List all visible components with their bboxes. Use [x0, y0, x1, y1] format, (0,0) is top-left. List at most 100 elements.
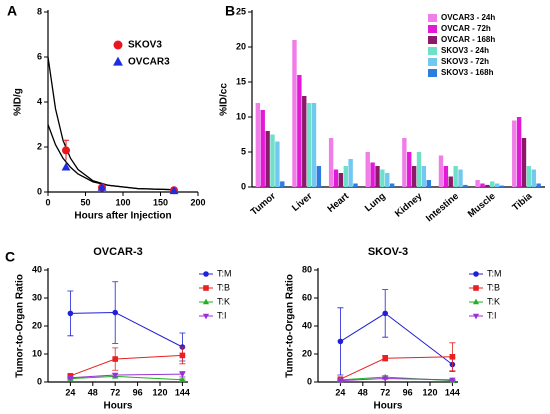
- marker: [113, 40, 123, 50]
- marker: [62, 146, 70, 155]
- x-tick-label: 96: [403, 387, 413, 397]
- bar: [531, 169, 536, 187]
- bar: [316, 166, 322, 187]
- y-tick-label: 8: [37, 6, 42, 16]
- bar: [490, 181, 495, 187]
- y-tick-label: 10: [236, 111, 246, 121]
- marker: [112, 356, 118, 362]
- marker: [169, 186, 179, 195]
- bar: [475, 180, 480, 187]
- marker: [67, 375, 74, 382]
- marker: [473, 285, 479, 291]
- y-tick-label: 60: [302, 292, 312, 302]
- y-tick-label: 25: [236, 6, 246, 16]
- y-axis-label: %ID/g: [13, 88, 24, 116]
- legend-label: T:I: [487, 310, 497, 320]
- x-tick-label: Muscle: [466, 191, 498, 220]
- legend-label: SKOV3 - 168h: [441, 68, 494, 77]
- legend-label: SKOV3 - 72h: [441, 57, 489, 66]
- legend-swatch: [428, 36, 437, 44]
- marker: [179, 371, 186, 378]
- bar: [328, 138, 334, 187]
- y-tick-label: 15: [236, 76, 246, 86]
- bar: [260, 110, 265, 187]
- x-tick-label: Kidney: [393, 190, 425, 219]
- x-tick-label: 24: [65, 387, 75, 397]
- marker: [112, 309, 118, 316]
- fit-curve: [47, 124, 176, 191]
- panel-label: A: [7, 3, 17, 19]
- bar: [375, 166, 380, 187]
- bar: [365, 152, 370, 187]
- x-tick-label: 50: [80, 197, 90, 207]
- marker: [179, 376, 186, 382]
- x-tick-label: 48: [88, 387, 98, 397]
- y-tick-label: 30: [32, 292, 42, 302]
- marker: [203, 285, 209, 291]
- y-tick-label: 5: [241, 146, 246, 156]
- y-axis-label: Tumor-to-Organ Ratio: [285, 274, 296, 378]
- bar: [458, 169, 463, 187]
- x-axis-label: Hours after Injection: [74, 211, 171, 222]
- y-tick-label: 20: [302, 348, 312, 358]
- bar: [499, 185, 505, 187]
- legend-label: T:M: [487, 268, 502, 278]
- marker: [337, 378, 344, 384]
- bar: [297, 75, 302, 187]
- legend-label: T:K: [487, 296, 500, 306]
- marker: [202, 298, 210, 305]
- bar: [370, 162, 375, 187]
- panel-label: B: [225, 3, 235, 19]
- marker: [449, 354, 456, 360]
- bar: [407, 152, 412, 187]
- legend-label: T:M: [217, 268, 232, 278]
- legend-label: OVCAR - 72h: [441, 24, 491, 33]
- bar: [353, 183, 358, 187]
- legend-label: OVCAR3: [128, 57, 170, 68]
- bar: [265, 131, 270, 187]
- bar: [348, 159, 353, 187]
- x-tick-label: 200: [190, 197, 205, 207]
- x-tick-label: 48: [358, 387, 368, 397]
- bar: [426, 180, 431, 187]
- legend-swatch: [428, 25, 437, 33]
- y-tick-label: 2: [37, 141, 42, 151]
- x-tick-label: 24: [335, 387, 345, 397]
- y-tick-label: 40: [32, 264, 42, 274]
- y-tick-label: 10: [32, 348, 42, 358]
- marker: [202, 313, 210, 320]
- panel-label: C: [5, 249, 15, 265]
- marker: [179, 352, 186, 359]
- marker: [337, 338, 344, 345]
- y-tick-label: 40: [302, 320, 312, 330]
- bar: [453, 166, 458, 187]
- marker: [203, 271, 209, 277]
- x-tick-label: 150: [153, 197, 168, 207]
- bar: [380, 169, 385, 187]
- marker: [113, 56, 123, 66]
- legend-swatch: [428, 47, 437, 55]
- marker: [472, 313, 480, 320]
- x-axis-label: Hours: [374, 401, 403, 412]
- y-axis-label: %ID/cc: [219, 83, 230, 116]
- x-tick-label: Lung: [363, 191, 388, 214]
- x-tick-label: 100: [115, 197, 130, 207]
- bar: [536, 183, 541, 187]
- marker: [61, 162, 71, 171]
- bar: [416, 152, 422, 187]
- bar: [485, 184, 490, 187]
- bar: [421, 166, 427, 187]
- x-tick-label: Tumor: [249, 191, 278, 218]
- marker: [97, 182, 107, 191]
- bar: [448, 176, 453, 187]
- legend-label: T:I: [217, 310, 227, 320]
- bar: [463, 184, 468, 187]
- x-tick-label: 72: [110, 387, 120, 397]
- x-tick-label: 144: [175, 387, 190, 397]
- bar: [385, 173, 390, 187]
- y-tick-label: 0: [37, 186, 42, 196]
- line: [340, 356, 453, 380]
- legend-label: OVCAR - 168h: [441, 35, 495, 44]
- bar: [526, 166, 532, 187]
- marker: [382, 310, 389, 317]
